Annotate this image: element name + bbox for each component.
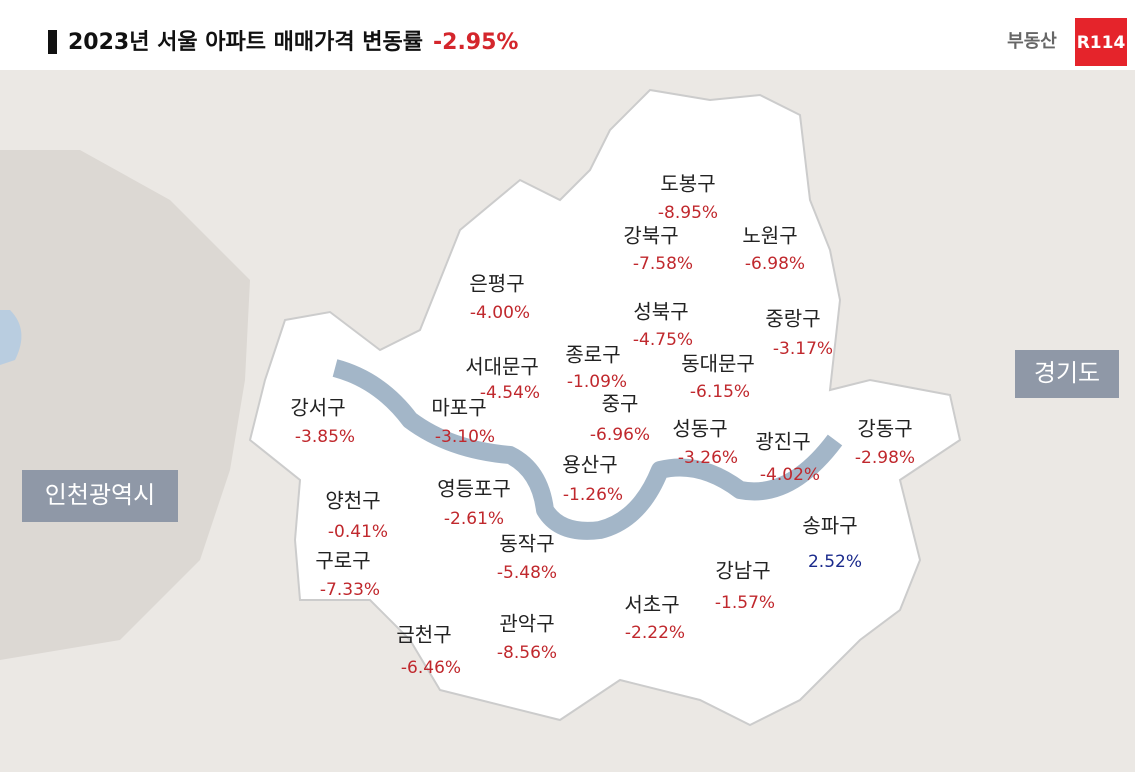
district-name: 동작구 (499, 532, 554, 556)
logo: R114 (1077, 33, 1126, 53)
district-name: 중랑구 (765, 307, 820, 331)
district-change: -8.56% (497, 643, 557, 663)
district-change: -5.48% (497, 563, 557, 583)
district-change: -6.15% (690, 382, 750, 402)
district-name: 강남구 (715, 559, 770, 583)
district-change: -4.02% (760, 465, 820, 485)
district-change: -3.10% (435, 427, 495, 447)
district-change: -6.46% (401, 658, 461, 678)
district-change: -2.61% (444, 509, 504, 529)
title-marker (48, 30, 57, 54)
title: 2023년 서울 아파트 매매가격 변동률 (68, 30, 423, 55)
district-labels: 도봉구 -8.95%강북구 -7.58% 노원구 -6.98% 은평구 -4.00% 성북구 -… (290, 172, 915, 679)
district-change: -7.58% (633, 254, 693, 274)
district-change: -1.09% (567, 372, 627, 392)
district-name: 송파구 (802, 514, 857, 538)
district-name: 종로구 (565, 343, 620, 367)
district-name: 서대문구 (465, 355, 539, 379)
district-change: -3.26% (678, 448, 738, 468)
district-name: 강북구 (623, 224, 678, 248)
district-name: 영등포구 (437, 477, 511, 501)
district-change: -4.00% (470, 303, 530, 323)
district-change: -4.75% (633, 330, 693, 350)
district-change: -6.98% (745, 254, 805, 274)
district-change: -3.17% (773, 339, 833, 359)
region-box (1015, 350, 1119, 398)
district-name: 구로구 (315, 549, 370, 573)
district-change: -4.54% (480, 383, 540, 403)
title-total: -2.95% (433, 30, 518, 55)
district-change: 2.52% (808, 552, 862, 572)
land (0, 150, 250, 660)
district-name: 은평구 (469, 272, 524, 296)
region-box (22, 470, 178, 522)
district-name: 광진구 (755, 430, 810, 454)
district-name: 금천구 (396, 623, 451, 647)
district-change: -8.95% (658, 203, 718, 223)
district-name: 관악구 (499, 612, 554, 636)
district-change: -2.98% (855, 448, 915, 468)
brand: 부동산 (1007, 31, 1057, 52)
district-name: 성동구 (672, 417, 727, 441)
district-change: -7.33% (320, 580, 380, 600)
seoul-map (248, 88, 962, 727)
district-change: -0.41% (328, 522, 388, 542)
district-name: 강동구 (857, 417, 912, 441)
district-name: 강서구 (290, 396, 345, 420)
district-name: 노원구 (742, 224, 797, 248)
district-change: -2.22% (625, 623, 685, 643)
han-river (332, 359, 843, 540)
logo-box (1075, 18, 1127, 66)
water (0, 310, 22, 365)
district-change: -6.96% (590, 425, 650, 445)
region-label: 경기도 (1034, 359, 1100, 387)
district-name: 동대문구 (681, 352, 755, 376)
district-change: -1.26% (563, 485, 623, 505)
district-change: -3.85% (295, 427, 355, 447)
district-name: 중구 (602, 392, 639, 416)
district-name: 성북구 (633, 300, 688, 324)
district-change: -1.57% (715, 593, 775, 613)
district-name: 용산구 (562, 453, 617, 477)
district-name: 도봉구 (660, 172, 715, 196)
district-name: 양천구 (325, 489, 380, 513)
district-name: 서초구 (624, 593, 679, 617)
district-name: 마포구 (431, 396, 486, 420)
region-label: 인천광역시 (45, 481, 155, 509)
